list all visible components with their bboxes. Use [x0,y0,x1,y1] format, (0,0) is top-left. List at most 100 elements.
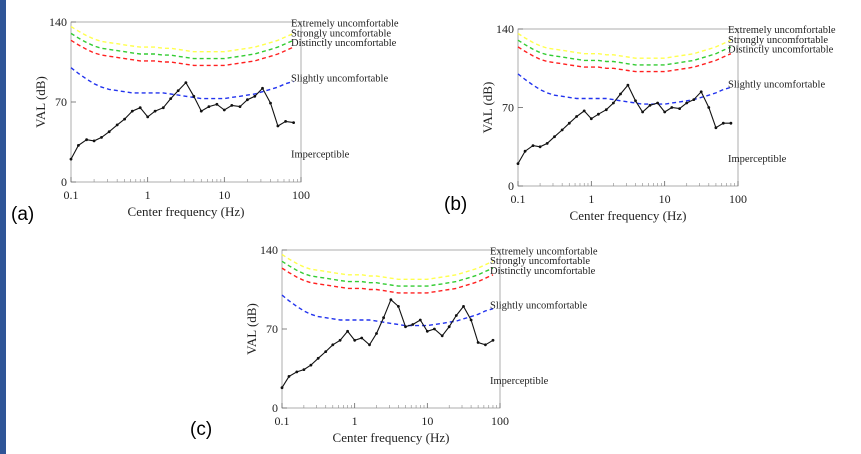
x-tick-label: 10 [218,188,230,202]
comfort-label-slightly-uncomfortable: Slightly uncomfortable [490,301,587,312]
comfort-label-extremely-uncomfortable: Extremely uncomfortable [490,246,598,257]
val-data-point [192,94,196,98]
val-data-point [589,117,593,121]
val-data-point [382,316,385,320]
x-tick-label: 1 [588,192,594,206]
panel-label: (c) [190,419,212,440]
val-data-point [368,343,371,347]
val-data-point [641,110,644,114]
val-data-point [222,108,226,112]
comfort-label-imperceptible: Imperceptible [490,376,549,387]
panel-label: (b) [444,194,467,215]
comfort-curve-slightly-uncomfortable [281,294,494,327]
val-data-point [462,305,465,308]
minor-ticks [539,183,735,186]
val-data-point [692,98,696,101]
y-tick-label: 0 [508,179,514,193]
val-data-point [626,83,630,87]
comfort-label-extremely-uncomfortable: Extremely uncomfortable [291,18,399,29]
panel-label: (a) [11,204,34,225]
x-tick-label: 10 [659,192,671,206]
val-data-point [404,325,407,329]
x-tick-label: 1 [145,188,151,202]
val-series-line [517,84,731,164]
val-data-point [100,136,103,139]
val-data-point [123,117,126,121]
val-data-point [597,112,600,116]
val-data-point [176,89,180,92]
val-data-point [360,336,364,340]
val-data-point [656,101,659,105]
comfort-label-slightly-uncomfortable: Slightly uncomfortable [291,73,388,84]
plot-frame [281,249,501,409]
val-data-point [538,145,542,149]
val-data-point [324,350,328,353]
val-data-point [107,130,111,134]
val-data-point [389,298,393,302]
x-tick-label: 10 [421,414,433,428]
minor-ticks [93,179,298,182]
val-data-point [77,144,80,147]
val-data-point [648,103,652,107]
val-data-point [161,106,165,110]
y-tick-label: 70 [55,95,67,109]
y-axis-title: VAL (dB) [244,303,259,355]
val-data-point [292,121,295,124]
plot-frame [517,28,739,187]
comfort-curve-slightly-uncomfortable [70,67,294,100]
val-data-point [685,101,689,105]
val-data-point [634,99,637,103]
val-data-point [207,105,211,108]
val-data-point [309,363,313,367]
comfort-curve-strongly-uncomfortable [70,32,294,60]
val-data-point [447,325,451,329]
val-series-line [281,298,494,388]
val-data-point [721,121,725,125]
val-data-point [115,123,119,127]
comfort-label-strongly-uncomfortable: Strongly uncomfortable [728,35,828,46]
x-axis-title: Center frequency (Hz) [128,204,245,219]
y-tick-label: 70 [266,322,278,336]
val-data-point [663,110,667,114]
val-data-point [619,92,622,96]
val-series-line [70,81,294,160]
x-axis-title: Center frequency (Hz) [570,208,687,223]
x-tick-label: 100 [491,414,509,428]
panel-a: 0.1 1 10 100 0 70 140 Center frequency (Hz) VAL … [11,15,399,225]
val-data-point [531,144,535,148]
y-axis-title: VAL (dB) [480,82,495,134]
comfort-label-extremely-uncomfortable: Extremely uncomfortable [728,25,836,36]
val-data-point [545,142,549,145]
val-data-point [284,120,287,123]
x-tick-label: 1 [352,414,358,428]
comfort-curve-extremely-uncomfortable [281,253,494,280]
val-data-point [69,157,73,161]
panel-c: 0.1 1 10 100 0 70 140 Center frequency (Hz) VAL … [190,243,598,445]
val-data-point [523,149,527,153]
val-data-point [246,98,249,102]
val-data-point [553,135,556,139]
val-data-point [253,94,257,98]
val-data-point [714,126,718,130]
val-data-point [729,121,733,125]
y-axis-title: VAL (dB) [33,76,48,128]
left-accent-bar [0,0,6,454]
val-data-point [425,329,429,333]
val-data-point [440,334,444,338]
plot-frame [70,21,302,183]
y-tick-label: 140 [496,22,514,36]
val-data-point [575,115,578,118]
val-data-point [346,329,349,333]
comfort-label-strongly-uncomfortable: Strongly uncomfortable [490,256,590,267]
comfort-label-distinctly-uncomfortable: Distinctly uncomfortable [291,38,397,49]
val-data-point [153,109,157,113]
comfort-curve-distinctly-uncomfortable [70,39,294,67]
val-data-point [269,101,272,105]
comfort-curve-extremely-uncomfortable [70,26,294,53]
comfort-label-imperceptible: Imperceptible [291,149,350,160]
comfort-label-distinctly-uncomfortable: Distinctly uncomfortable [728,45,834,56]
val-data-point [411,323,415,326]
val-data-point [338,338,342,342]
val-data-point [230,104,234,107]
